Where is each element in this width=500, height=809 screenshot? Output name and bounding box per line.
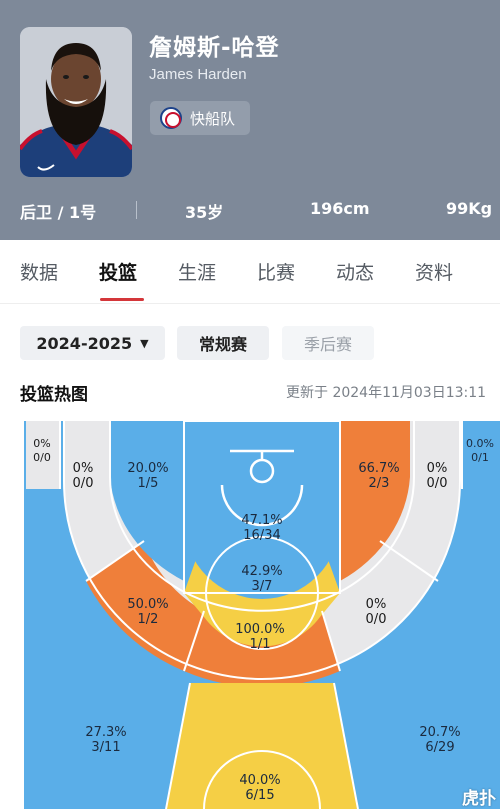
zone-label-left-corner: 0% 0/0 [33,437,51,464]
player-stats-row: 后卫 / 1号 35岁 196cm 99Kg [0,195,500,225]
tab-profile[interactable]: 资料 [415,262,454,284]
season-select[interactable]: 2024-2025 ▼ [20,326,165,360]
regular-season-button[interactable]: 常规赛 [177,326,269,360]
team-chip[interactable]: 快船队 [150,101,250,135]
season-value: 2024-2025 [36,333,133,353]
zone-label-left-baseline: 0% 0/0 [72,461,94,491]
zone-label-right-baseline: 0% 0/0 [426,461,448,491]
updated-time: 更新于 2024年11月03日13:11 [286,385,487,401]
zone-label-right-corner: 0.0% 0/1 [466,437,494,464]
zone-label-restricted: 47.1% 16/34 [241,513,283,543]
shot-heatmap-court: 0% 0/0 0% 0/0 20.0% 1/5 47.1% 16/34 66.7% 2/3… [24,421,500,809]
zone-label-top-key: 100.0% 1/1 [235,622,285,652]
zone-right-corner [462,421,500,489]
zone-right-paint-side [340,421,410,581]
tab-games[interactable]: 比赛 [257,262,296,284]
position-number: 后卫 / 1号 [20,203,97,222]
zone-left-elbow [86,541,204,671]
tab-data[interactable]: 数据 [20,262,59,284]
zone-label-left-paint-side: 20.0% 1/5 [127,461,169,491]
player-photo [20,27,132,177]
player-height: 196cm [310,199,370,218]
zone-left-corner [26,421,60,489]
caret-down-icon: ▼ [140,336,149,350]
active-tab-indicator [100,298,144,301]
tab-shooting[interactable]: 投篮 [99,262,138,284]
tab-career[interactable]: 生涯 [178,262,217,284]
tab-news[interactable]: 动态 [336,262,375,284]
zone-label-right-wing-three: 20.7% 6/29 [419,725,461,755]
player-age: 35岁 [185,203,224,222]
zone-label-right-paint-side: 66.7% 2/3 [358,461,400,491]
zone-label-top-three: 40.0% 6/15 [239,773,281,803]
player-weight: 99Kg [446,199,493,218]
hupu-watermark: 虎扑 [462,789,496,809]
playoffs-button[interactable]: 季后赛 [282,326,374,360]
zone-label-right-elbow: 0% 0/0 [365,597,387,627]
zone-label-paint-top: 42.9% 3/7 [241,564,283,594]
player-header: 詹姆斯-哈登 James Harden 快船队 后卫 / 1号 35岁 196c… [0,0,500,240]
heatmap-title: 投篮热图 [20,385,88,405]
stats-divider [136,201,137,219]
zone-label-left-elbow: 50.0% 1/2 [127,597,169,627]
court-svg [24,421,500,809]
player-name-cn: 詹姆斯-哈登 [149,35,280,61]
player-name-en: James Harden [149,66,247,83]
tab-bar: 数据 投篮 生涯 比赛 动态 资料 [0,240,500,304]
zone-label-left-wing-three: 27.3% 3/11 [85,725,127,755]
team-name: 快船队 [190,109,236,128]
clippers-logo-icon [160,107,182,129]
zone-left-paint-side [110,421,184,581]
